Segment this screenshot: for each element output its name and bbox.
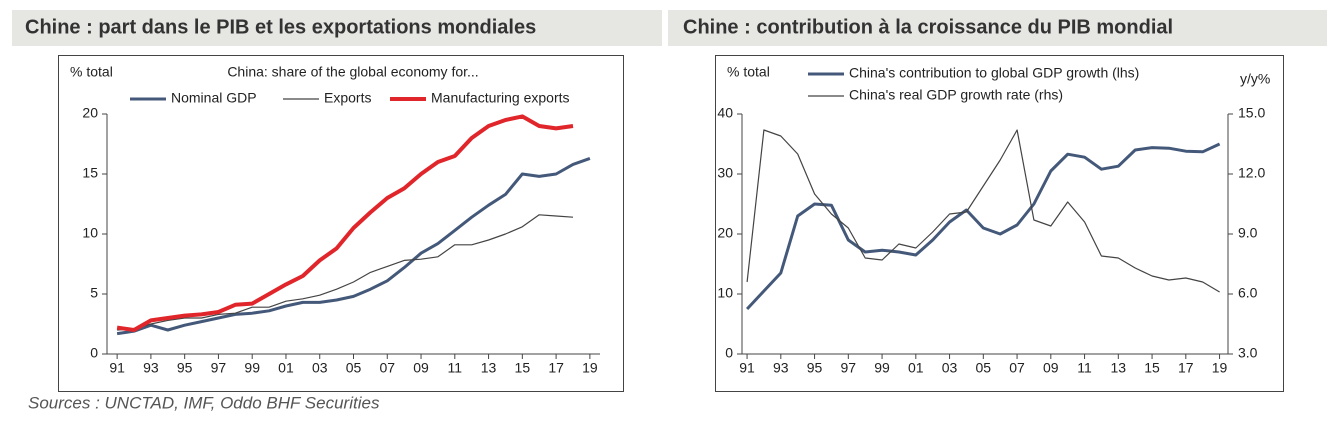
x-tick-label: 97 <box>211 360 227 376</box>
series-line <box>117 214 574 331</box>
series-line <box>116 156 591 336</box>
y-tick-label: 0 <box>90 345 98 361</box>
header-band <box>668 10 1327 46</box>
y-tick-label: 40 <box>717 105 733 121</box>
legend-label: Exports <box>324 90 371 106</box>
y-tick-label: 30 <box>717 165 733 181</box>
x-tick-label: 19 <box>582 360 598 376</box>
x-tick-label: 91 <box>739 360 755 376</box>
x-tick-label: 05 <box>346 360 362 376</box>
header-band <box>12 10 662 46</box>
chart-title: Chine : contribution à la croissance du … <box>683 16 1173 38</box>
y2-tick-label: 9.0 <box>1238 225 1258 241</box>
chart-title: Chine : part dans le PIB et les exportat… <box>25 16 536 38</box>
y-tick-label: 15 <box>82 165 98 181</box>
x-tick-label: 07 <box>379 360 395 376</box>
y2-tick-label: 3.0 <box>1238 345 1258 361</box>
legend-label: Nominal GDP <box>171 90 257 106</box>
y-tick-label: 20 <box>717 225 733 241</box>
y2-tick-label: 15.0 <box>1238 105 1265 121</box>
x-tick-label: 97 <box>841 360 857 376</box>
y-tick-label: 5 <box>90 285 98 301</box>
y-tick-label: 10 <box>717 285 733 301</box>
x-tick-label: 95 <box>807 360 823 376</box>
legend-label: China's real GDP growth rate (rhs) <box>849 87 1063 103</box>
x-tick-label: 93 <box>143 360 159 376</box>
x-tick-label: 99 <box>244 360 260 376</box>
x-tick-label: 09 <box>1043 360 1059 376</box>
x-tick-label: 91 <box>109 360 125 376</box>
x-tick-label: 15 <box>515 360 531 376</box>
y2-axis-label: y/y% <box>1240 71 1270 87</box>
x-tick-label: 01 <box>278 360 294 376</box>
x-tick-label: 13 <box>481 360 497 376</box>
y-tick-label: 0 <box>725 345 733 361</box>
x-tick-label: 07 <box>1009 360 1025 376</box>
x-tick-label: 95 <box>177 360 193 376</box>
y-tick-label: 20 <box>82 105 98 121</box>
y2-tick-label: 6.0 <box>1238 285 1258 301</box>
x-tick-label: 01 <box>908 360 924 376</box>
y-axis-label: % total <box>70 64 113 80</box>
x-tick-label: 15 <box>1144 360 1160 376</box>
chart-subtitle: China: share of the global economy for..… <box>227 64 478 80</box>
x-tick-label: 05 <box>976 360 992 376</box>
x-tick-label: 11 <box>448 360 463 376</box>
chart-frame <box>58 55 624 392</box>
series-line <box>746 142 1221 311</box>
x-tick-label: 17 <box>548 360 564 376</box>
x-tick-label: 09 <box>413 360 429 376</box>
x-tick-label: 19 <box>1212 360 1228 376</box>
y2-tick-label: 12.0 <box>1238 165 1265 181</box>
series-line <box>116 114 574 332</box>
x-tick-label: 17 <box>1178 360 1194 376</box>
x-tick-label: 93 <box>773 360 789 376</box>
y-axis-label: % total <box>727 64 770 80</box>
x-tick-label: 13 <box>1111 360 1127 376</box>
chart-frame <box>715 55 1284 392</box>
legend-label: China's contribution to global GDP growt… <box>849 65 1139 81</box>
x-tick-label: 99 <box>874 360 890 376</box>
x-tick-label: 03 <box>942 360 958 376</box>
x-tick-label: 03 <box>312 360 328 376</box>
source: Sources : UNCTAD, IMF, Oddo BHF Securiti… <box>28 393 380 412</box>
legend-label: Manufacturing exports <box>431 90 570 106</box>
y-tick-label: 10 <box>82 225 98 241</box>
series-line <box>746 129 1220 293</box>
x-tick-label: 11 <box>1077 360 1092 376</box>
